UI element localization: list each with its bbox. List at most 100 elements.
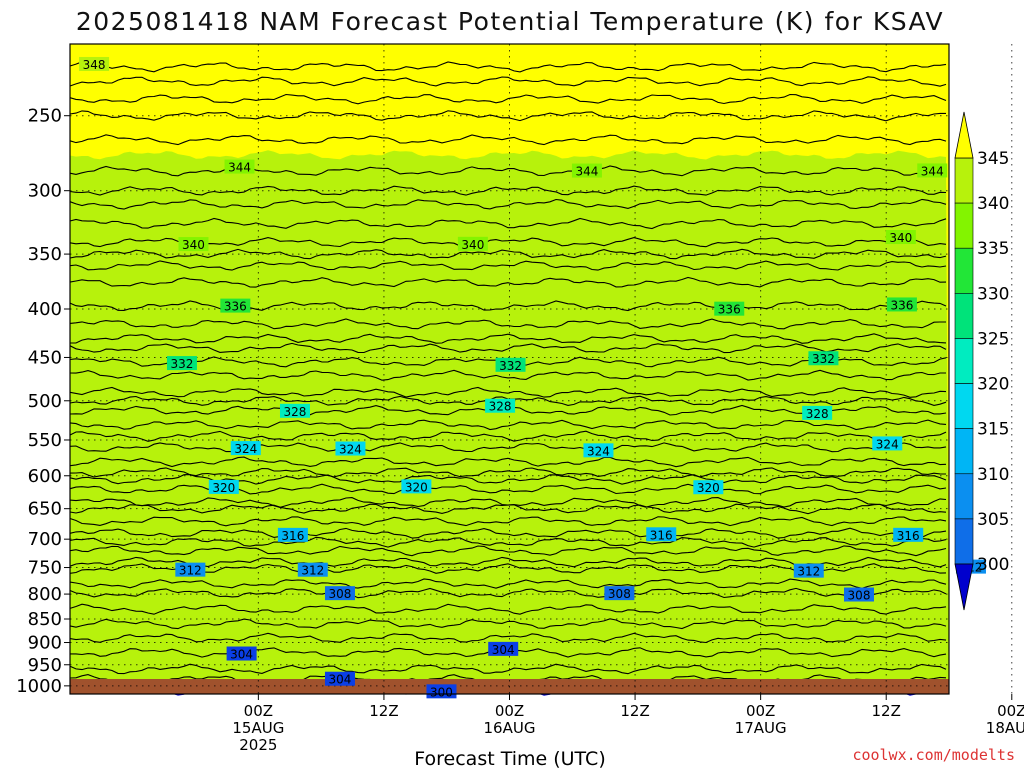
contour-label-bg	[224, 159, 255, 174]
isentrope-line	[69, 369, 946, 381]
colorbar-swatch	[954, 247, 974, 294]
contour-label-bg	[401, 479, 432, 494]
contour-label-bg	[457, 236, 488, 251]
x-axis-label: Forecast Time (UTC)	[414, 748, 605, 768]
contour-label-300: 300	[430, 685, 453, 699]
x-tick-label: 18AUG	[986, 719, 1024, 737]
isentrope-line	[69, 248, 947, 260]
colorbar-label: 315	[977, 420, 1009, 440]
contour-labels: 3043043003043083083083123123123123163163…	[79, 56, 986, 699]
x-tick-label: 00Z	[244, 702, 273, 720]
contour-label-bg	[646, 527, 677, 542]
contour-label-bg	[175, 562, 206, 577]
contour-label-bg	[230, 441, 261, 456]
x-tick-label: 2025	[239, 736, 277, 754]
y-tick-label: 300	[28, 181, 62, 202]
colorbar-top-arrow	[954, 111, 974, 159]
isentrope-line	[69, 276, 947, 288]
contour-label-316: 316	[281, 529, 304, 543]
isentrope-line	[69, 198, 947, 210]
colorbar-swatch	[954, 157, 974, 204]
contour-label-bg	[808, 351, 839, 366]
isentrope-line	[69, 185, 947, 196]
isentrope-336	[69, 300, 947, 312]
contour-label-332: 332	[499, 359, 522, 373]
contour-label-bg	[714, 301, 745, 316]
colorbar-swatch	[954, 202, 974, 249]
contour-label-344: 344	[228, 161, 251, 175]
contour-label-320: 320	[212, 481, 235, 495]
isentrope-line	[69, 217, 947, 230]
y-tick-label: 400	[28, 299, 62, 320]
isentrope-line	[69, 456, 947, 468]
y-tick-label: 850	[28, 609, 62, 630]
contour-label-324: 324	[587, 444, 610, 458]
isentrope-line	[69, 110, 946, 122]
contour-label-320: 320	[697, 481, 720, 495]
contour-label-336: 336	[718, 303, 741, 317]
contour-label-308: 308	[848, 589, 871, 603]
contour-label-bg	[488, 641, 519, 656]
isentrope-line	[69, 497, 947, 508]
isentrope-line	[69, 93, 947, 105]
x-tick-label: 00Z	[495, 702, 524, 720]
y-tick-label: 450	[28, 347, 62, 368]
colorbar-label: 325	[977, 329, 1009, 349]
y-tick-label: 600	[28, 466, 62, 487]
x-tick-label: 12Z	[620, 702, 649, 720]
contour-label-bg	[802, 405, 833, 420]
contour-label-bg	[426, 684, 457, 699]
isentrope-line	[69, 342, 947, 354]
isentrope-line	[69, 663, 947, 675]
contour-label-bg	[886, 297, 917, 312]
contour-label-304: 304	[492, 643, 515, 657]
contour-label-308: 308	[608, 587, 631, 601]
contour-label-bg	[335, 441, 366, 456]
contour-label-312: 312	[179, 564, 202, 578]
colorbar-label: 310	[977, 465, 1009, 485]
x-tick-label: 17AUG	[735, 719, 787, 737]
isentrope-line	[69, 516, 947, 527]
contour-label-336: 336	[224, 300, 247, 314]
contour-label-324: 324	[234, 442, 257, 456]
contour-label-bg	[495, 357, 526, 372]
contour-label-bg	[220, 298, 251, 313]
contour-label-308: 308	[329, 587, 352, 601]
contour-label-bg	[844, 587, 875, 602]
isentrope-line	[69, 419, 947, 431]
y-tick-label: 250	[28, 106, 62, 127]
contour-label-bg	[793, 563, 824, 578]
contour-label-344: 344	[921, 164, 944, 178]
contour-label-bg	[208, 479, 239, 494]
isentrope-line	[69, 618, 947, 630]
plot-area: 3043043003043083083083123123123123163163…	[69, 43, 1013, 699]
contour-label-bg	[571, 163, 602, 178]
y-tick-label: 750	[28, 558, 62, 579]
contour-label-332: 332	[171, 357, 194, 371]
contour-label-bg	[583, 443, 614, 458]
contour-label-340: 340	[182, 238, 205, 252]
contour-label-328: 328	[284, 405, 307, 419]
contour-label-344: 344	[575, 165, 598, 179]
colorbar-swatch	[954, 428, 974, 475]
colorbar-label: 300	[977, 555, 1009, 575]
isentrope-line	[70, 333, 947, 344]
isentrope-line	[69, 632, 947, 644]
x-tick-label: 12Z	[369, 702, 398, 720]
isentrope-line	[69, 545, 947, 557]
contour-label-316: 316	[897, 529, 920, 543]
x-tick-label: 15AUG	[232, 719, 284, 737]
contour-label-bg	[917, 163, 948, 178]
colorbar-swatch	[954, 338, 974, 384]
contour-label-324: 324	[876, 437, 899, 451]
y-axis: 250 300 350 400 450 500 550 600 650 700 750 800 850 9…	[16, 106, 70, 697]
contour-label-bg	[279, 403, 310, 418]
contour-label-bg	[893, 527, 924, 542]
colorbar-label: 305	[977, 510, 1009, 530]
contour-label-340: 340	[889, 231, 912, 245]
contour-label-bg	[872, 436, 903, 451]
colorbar-label: 335	[977, 239, 1009, 259]
contour-label-316: 316	[650, 528, 673, 542]
